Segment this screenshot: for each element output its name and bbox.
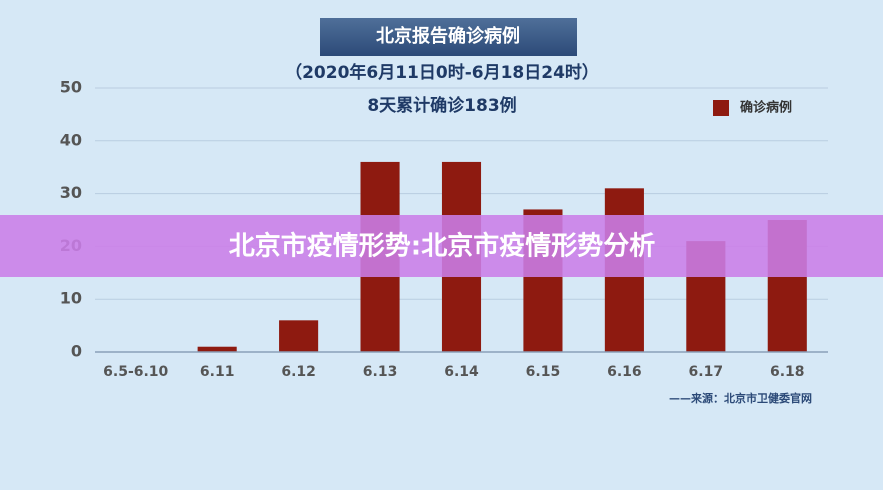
x-tick-label: 6.14 [444, 364, 479, 380]
chart-title: 北京报告确诊病例 [376, 25, 520, 47]
chart-subtitle: （2020年6月11日0时-6月18日24时） [285, 62, 599, 83]
x-tick-label: 6.13 [363, 364, 398, 380]
bar [279, 320, 319, 352]
y-tick-label: 50 [60, 78, 82, 97]
y-tick-label: 0 [71, 342, 82, 361]
source: ——来源：北京市卫健委官网 [669, 391, 812, 405]
x-tick-label: 6.5-6.10 [103, 364, 168, 380]
x-tick-label: 6.17 [689, 364, 724, 380]
overlay-text: 北京市疫情形势:北京市疫情形势分析 [229, 231, 655, 262]
x-tick-label: 6.18 [770, 364, 805, 380]
x-tick-label: 6.12 [281, 364, 316, 380]
legend-label: 确诊病例 [740, 100, 792, 116]
title-box [320, 18, 577, 56]
x-tick-label: 6.16 [607, 364, 642, 380]
x-tick-label: 6.15 [526, 364, 561, 380]
legend-swatch [713, 100, 729, 116]
annotation: 8天累计确诊183例 [367, 95, 516, 116]
y-tick-label: 30 [60, 183, 82, 202]
overlay-banner [0, 215, 883, 277]
bar [197, 346, 237, 352]
x-tick-label: 6.11 [200, 364, 235, 380]
y-tick-label: 40 [60, 130, 82, 149]
y-tick-label: 10 [60, 289, 82, 308]
